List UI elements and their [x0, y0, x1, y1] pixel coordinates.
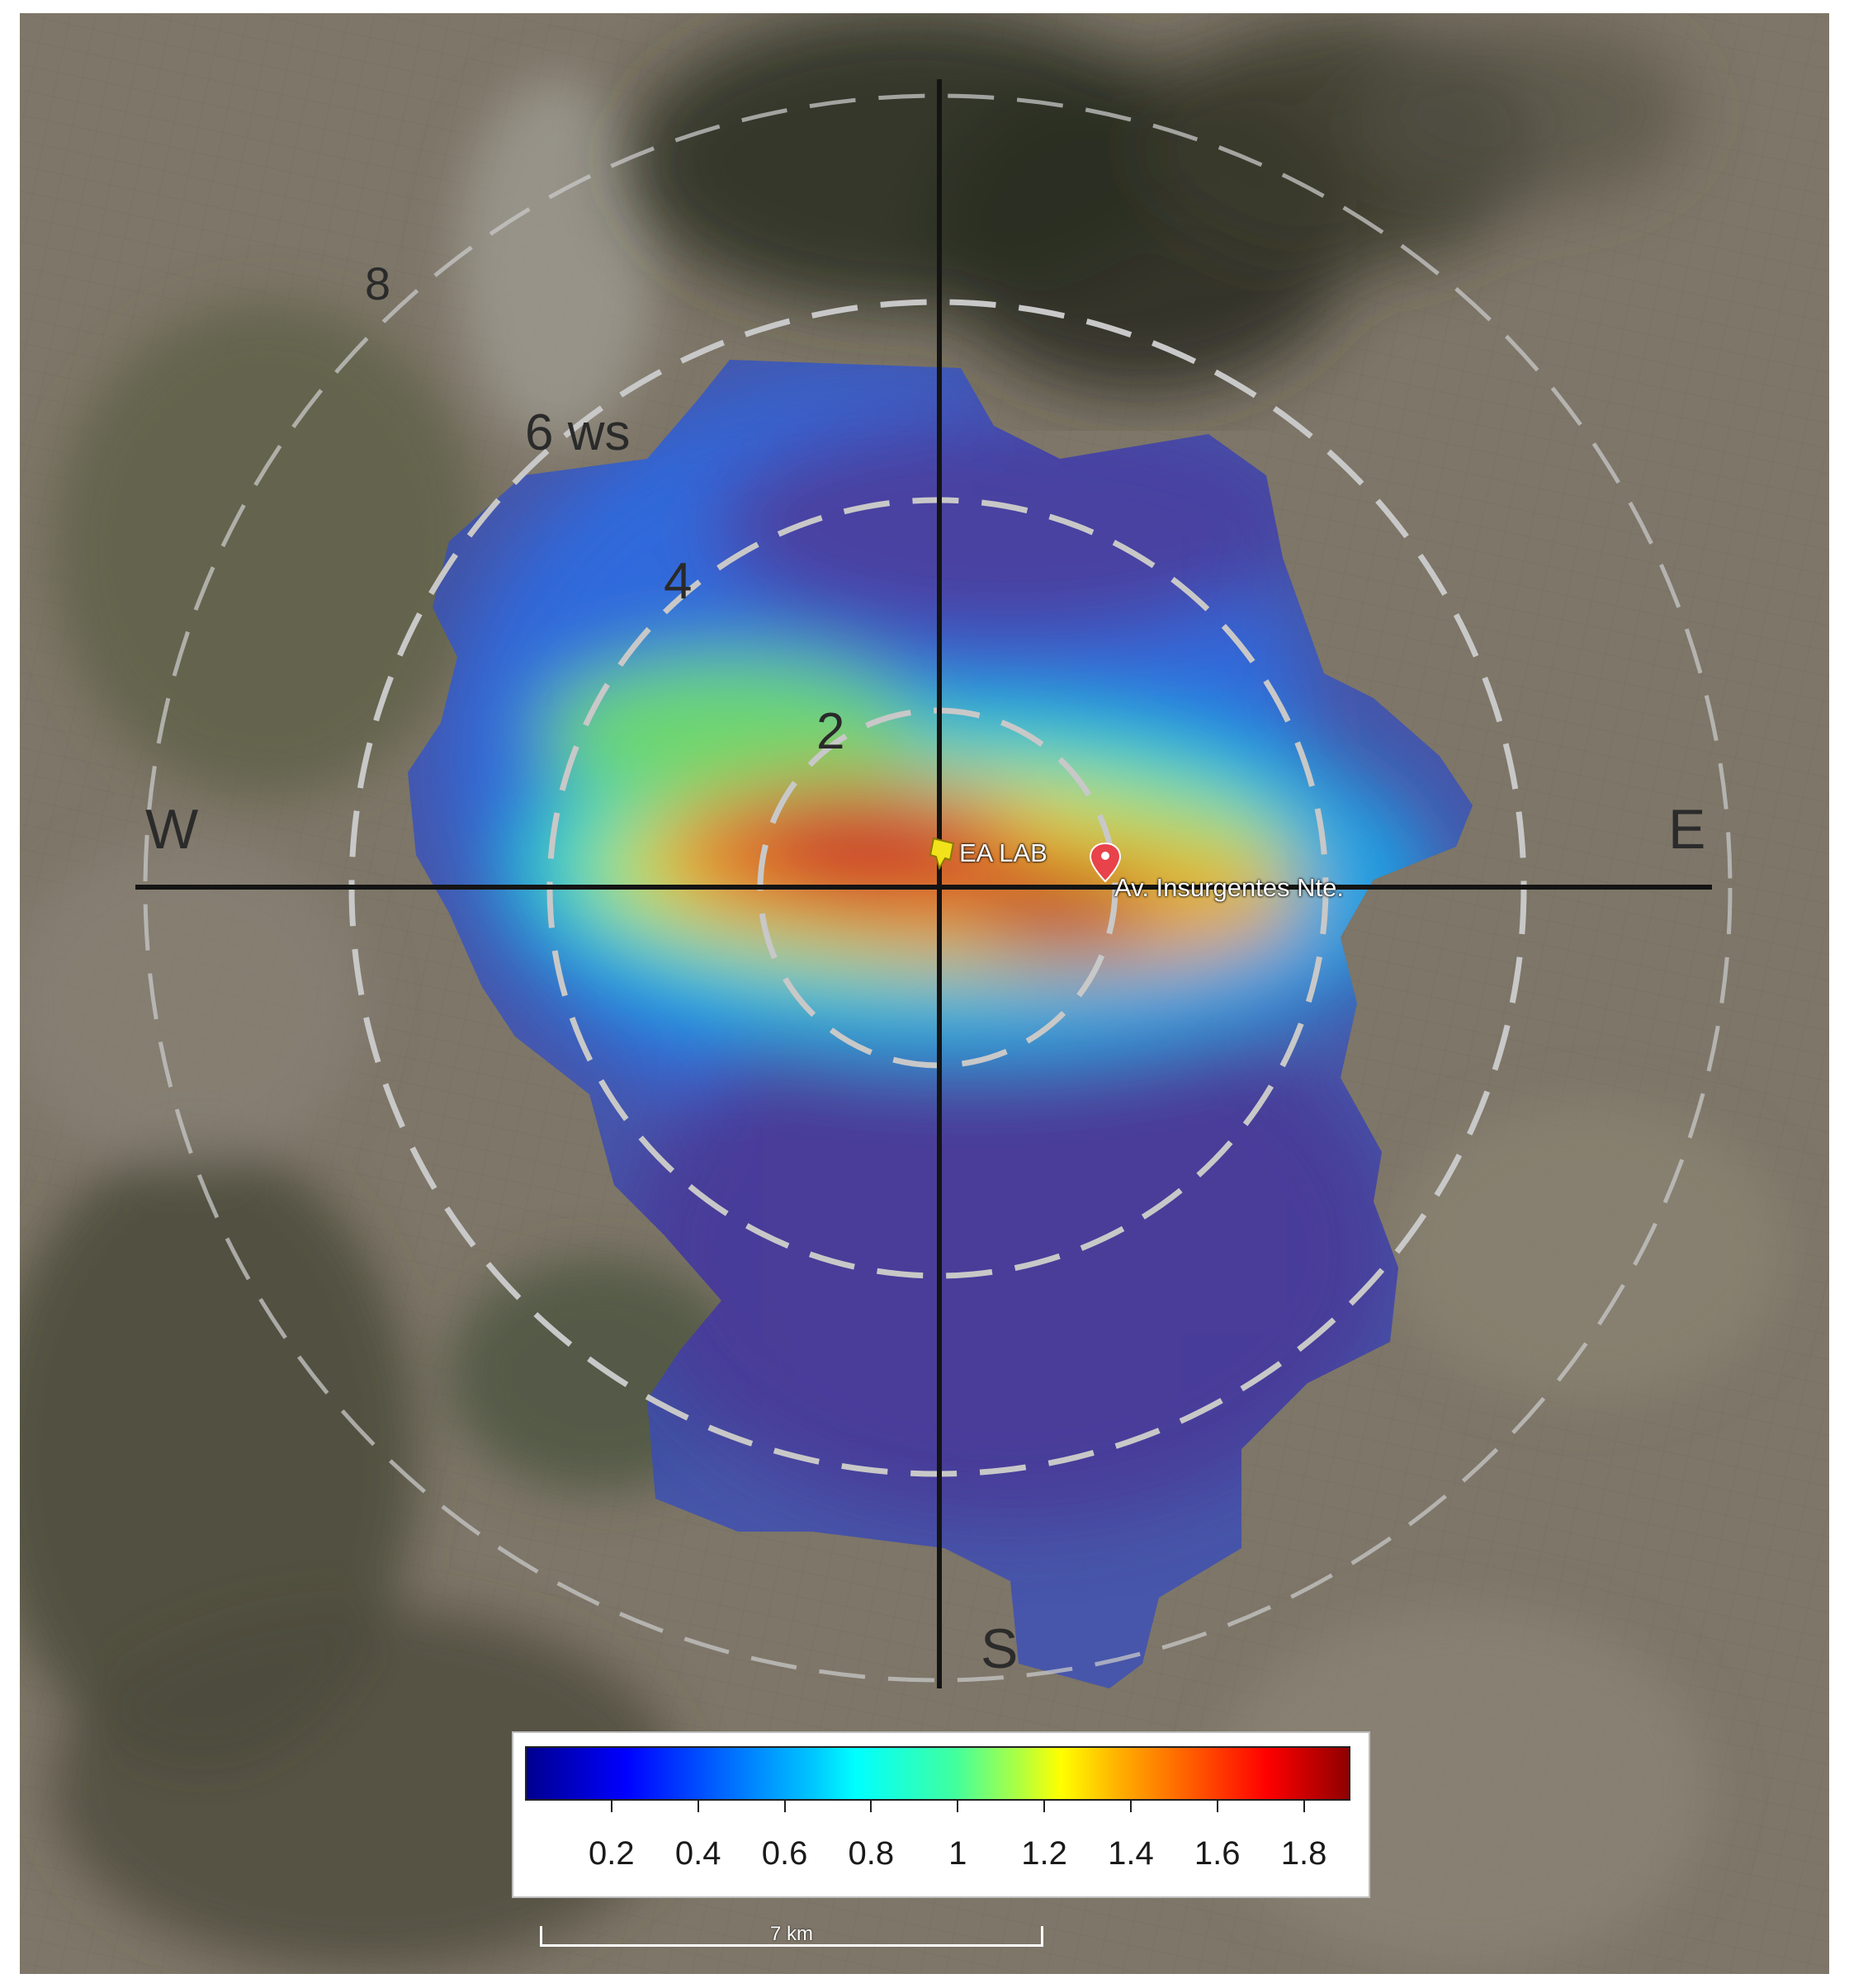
- colorbar-tick: [1129, 1801, 1132, 1812]
- site-label: EA LAB: [959, 838, 1047, 867]
- direction-label-west: W: [145, 798, 199, 861]
- scale-bar-cap-left: [540, 1926, 542, 1947]
- colorbar-tick-label: 0.2: [589, 1835, 635, 1872]
- colorbar-tick-label: 0.4: [674, 1835, 721, 1872]
- colorbar-tick: [610, 1801, 612, 1812]
- colorbar-tick-label: 0.6: [761, 1835, 808, 1872]
- map-canvas: [20, 13, 1829, 1974]
- colorbar-tick: [697, 1801, 699, 1812]
- colorbar-tick-label: 1.6: [1194, 1835, 1241, 1872]
- ring-label-6: 6 ws: [525, 404, 631, 461]
- pushpin-icon[interactable]: [929, 837, 955, 871]
- direction-label-east: E: [1668, 798, 1706, 861]
- colorbar-tick-label: 1.8: [1280, 1835, 1327, 1872]
- direction-label-south: S: [981, 1617, 1019, 1680]
- colorbar-tick: [1216, 1801, 1218, 1812]
- colorbar-tick: [957, 1801, 959, 1812]
- colorbar-legend: 0.2 0.4 0.6 0.8 1 1.2 1.4 1.6 1.8: [512, 1731, 1370, 1898]
- colorbar-tick: [870, 1801, 872, 1812]
- satellite-map[interactable]: 2 4 6 ws 8 W E S EA LAB Av. Insurgentes …: [20, 13, 1829, 1974]
- colorbar-tick: [1303, 1801, 1305, 1812]
- scale-bar-label: 7 km: [769, 1923, 813, 1945]
- colorbar-tick: [1043, 1801, 1046, 1812]
- location-pin-icon[interactable]: [1089, 842, 1122, 883]
- colorbar-tick-label: 1: [948, 1835, 967, 1872]
- ring-label-8: 8: [365, 257, 391, 309]
- scale-bar: 7 km: [540, 1920, 1043, 1948]
- colorbar-tick-label: 1.2: [1021, 1835, 1067, 1872]
- mountain-range: [631, 13, 1687, 393]
- ring-label-4: 4: [664, 553, 693, 610]
- colorbar-tick-label: 1.4: [1108, 1835, 1154, 1872]
- colorbar-gradient: [525, 1746, 1350, 1801]
- street-label: Av. Insurgentes Nte.: [1114, 873, 1345, 902]
- range-ring-8: [143, 93, 1733, 1683]
- colorbar-tick: [783, 1801, 786, 1812]
- scale-bar-line: [540, 1944, 1043, 1947]
- colorbar-tick-label: 0.8: [848, 1835, 895, 1872]
- ring-label-2: 2: [816, 703, 845, 760]
- scale-bar-cap-right: [1041, 1926, 1043, 1947]
